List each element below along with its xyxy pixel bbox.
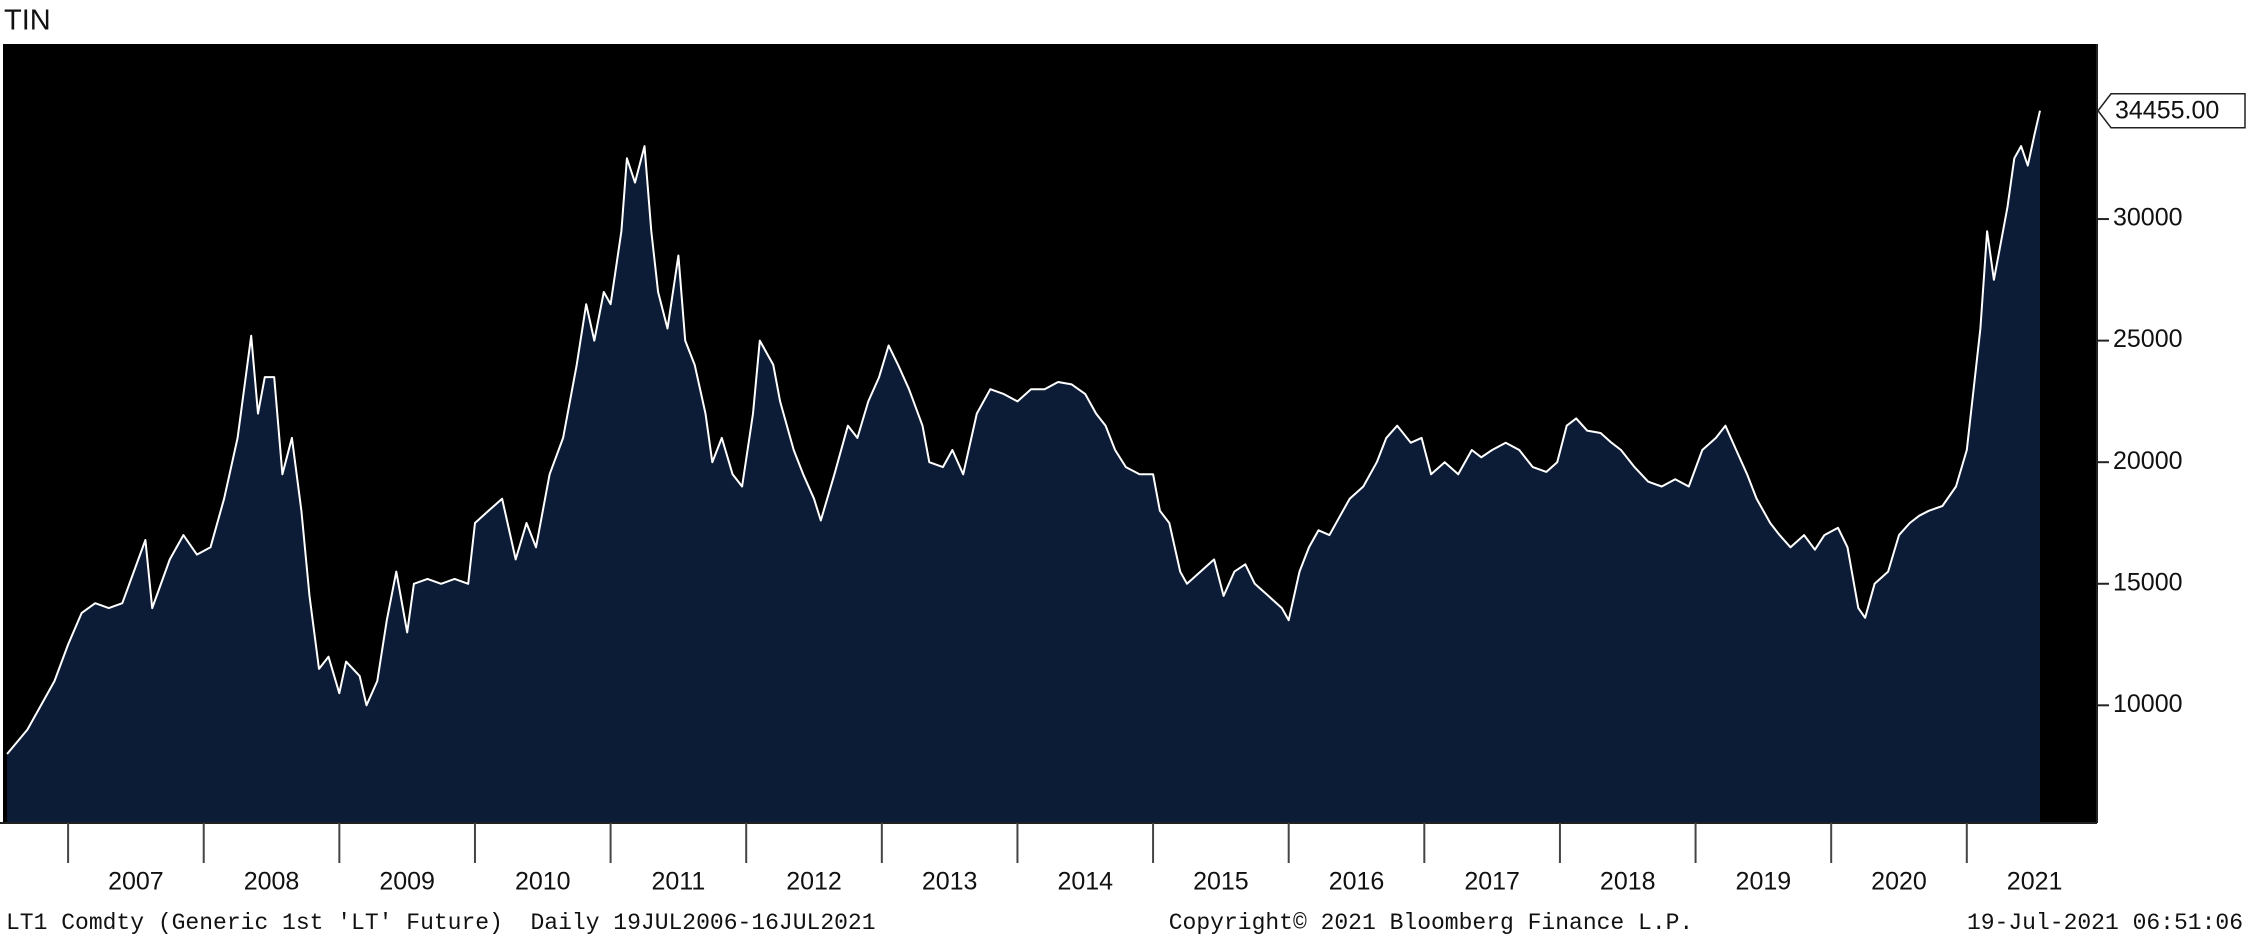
x-tick-label: 2011 <box>652 868 706 896</box>
y-tick-label: 25000 <box>2113 325 2183 353</box>
last-value-label: 34455.00 <box>2115 96 2219 124</box>
x-tick-label: 2018 <box>1600 868 1656 896</box>
x-tick-label: 2008 <box>244 868 300 896</box>
copyright: Copyright© 2021 Bloomberg Finance L.P. <box>1169 910 1694 936</box>
x-tick-label: 2015 <box>1193 868 1249 896</box>
x-tick-label: 2020 <box>1871 868 1927 896</box>
x-tick-label: 2014 <box>1057 868 1113 896</box>
x-tick-label: 2009 <box>379 868 435 896</box>
y-tick-label: 20000 <box>2113 447 2183 475</box>
x-tick-label: 2016 <box>1329 868 1385 896</box>
timestamp: 19-Jul-2021 06:51:06 <box>1967 910 2243 936</box>
y-tick-label: 15000 <box>2113 568 2183 596</box>
y-tick-label: 10000 <box>2113 690 2183 718</box>
x-tick-label: 2021 <box>2007 868 2063 896</box>
source: LT1 Comdty (Generic 1st 'LT' Future) Dai… <box>6 910 876 936</box>
area <box>7 110 2041 823</box>
x-tick-label: 2007 <box>108 868 164 896</box>
x-tick-label: 2019 <box>1736 868 1792 896</box>
x-tick-label: 2017 <box>1464 868 1520 896</box>
last-value-box <box>2097 92 2246 129</box>
x-tick-label: 2012 <box>786 868 842 896</box>
x-tick-label: 2013 <box>922 868 978 896</box>
chart-title: TIN <box>4 5 51 37</box>
x-tick-label: 2010 <box>515 868 571 896</box>
y-tick-label: 30000 <box>2113 204 2183 232</box>
line <box>6 110 2041 755</box>
